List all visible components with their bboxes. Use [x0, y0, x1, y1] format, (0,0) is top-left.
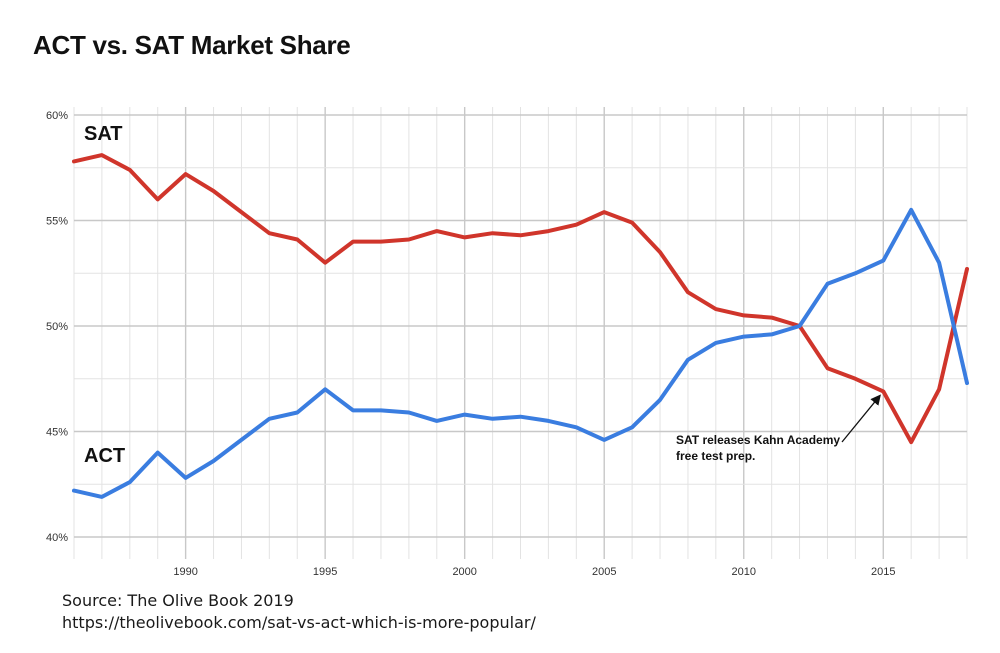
y-tick-label: 50%: [46, 321, 68, 333]
chart-series: [72, 153, 969, 499]
annotation-text: free test prep.: [676, 449, 755, 463]
x-tick-label: 2005: [592, 566, 616, 578]
chart-title: ACT vs. SAT Market Share: [33, 30, 351, 60]
annotation-text: SAT releases Kahn Academy: [676, 433, 840, 447]
chart-grid: [73, 107, 968, 559]
x-tick-label: 2010: [732, 566, 756, 578]
x-tick-label: 1990: [173, 566, 197, 578]
sat-series-line: [72, 153, 969, 445]
act-series-label: ACT: [84, 445, 125, 467]
sat-series-label: SAT: [84, 123, 123, 145]
annotation-arrow: [841, 394, 881, 443]
chart-annotation: SAT releases Kahn Academy free test prep.: [676, 394, 881, 463]
x-tick-label: 2015: [871, 566, 895, 578]
y-axis-tick-labels: 40% 45% 50% 55% 60%: [46, 110, 68, 544]
series-labels: SAT ACT: [84, 123, 125, 467]
x-tick-label: 1995: [313, 566, 337, 578]
y-tick-label: 40%: [46, 532, 68, 544]
x-tick-label: 2000: [452, 566, 476, 578]
x-axis-tick-labels: 1990 1995 2000 2005 2010 2015: [173, 566, 895, 578]
source-credit: Source: The Olive Book 2019: [62, 591, 294, 610]
y-tick-label: 45%: [46, 427, 68, 439]
source-url[interactable]: https://theolivebook.com/sat-vs-act-whic…: [62, 613, 536, 632]
y-tick-label: 60%: [46, 110, 68, 122]
y-tick-label: 55%: [46, 216, 68, 228]
act-series-line: [72, 207, 969, 499]
